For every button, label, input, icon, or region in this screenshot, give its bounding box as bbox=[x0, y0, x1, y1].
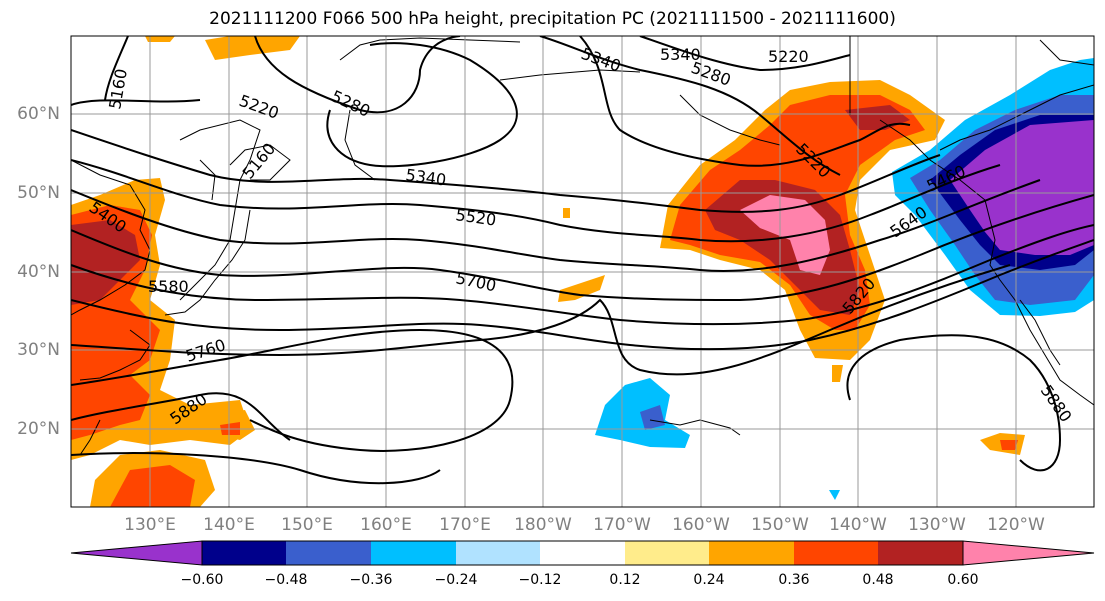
colorbar-arrow-right bbox=[962, 540, 1095, 566]
colorbar-tick-label: −0.12 bbox=[518, 572, 562, 588]
colorbar-tick-label: 0.24 bbox=[693, 572, 725, 588]
map-frame bbox=[70, 35, 1095, 508]
lon-label: 170°E bbox=[439, 515, 491, 535]
contour-label: 5580 bbox=[148, 277, 189, 296]
lon-label: 150°W bbox=[751, 515, 809, 535]
lon-label: 160°E bbox=[360, 515, 412, 535]
lon-label: 130°W bbox=[908, 515, 966, 535]
colorbar-tick-label: −0.36 bbox=[349, 572, 393, 588]
colorbar bbox=[70, 540, 1095, 566]
lon-label: 140°E bbox=[203, 515, 255, 535]
lon-label: 160°W bbox=[672, 515, 730, 535]
lon-label: 150°E bbox=[281, 515, 333, 535]
lon-label: 180°W bbox=[514, 515, 572, 535]
lon-label: 120°W bbox=[987, 515, 1045, 535]
colorbar-tick-label: 0.36 bbox=[778, 572, 810, 588]
colorbar-tick-label: 0.48 bbox=[862, 572, 894, 588]
colorbar-tick-label: −0.60 bbox=[180, 572, 224, 588]
contour-label: 5220 bbox=[768, 47, 809, 66]
lat-label: 40°N bbox=[17, 262, 60, 282]
lon-label: 130°E bbox=[124, 515, 176, 535]
lon-label: 170°W bbox=[593, 515, 651, 535]
colorbar-arrow-left bbox=[70, 540, 203, 566]
lat-label: 30°N bbox=[17, 340, 60, 360]
colorbar-tick-label: 0.60 bbox=[947, 572, 979, 588]
colorbar-tick-label: −0.24 bbox=[434, 572, 478, 588]
graticule bbox=[71, 36, 1094, 507]
lat-label: 20°N bbox=[17, 419, 60, 439]
contour-label: 5220 bbox=[700, 21, 741, 40]
contour-label: 5340 bbox=[660, 45, 701, 64]
colorbar-tick-label: −0.48 bbox=[264, 572, 308, 588]
height-contours bbox=[71, 36, 1094, 485]
colorbar-tick-label: 0.12 bbox=[609, 572, 641, 588]
map-plot-area: 5160 5220 5280 5340 5220 5160 5340 5400 … bbox=[71, 21, 1094, 507]
lat-label: 60°N bbox=[17, 104, 60, 124]
lon-label: 140°W bbox=[829, 515, 887, 535]
lat-label: 50°N bbox=[17, 183, 60, 203]
map-title: 2021111200 F066 500 hPa height, precipit… bbox=[209, 9, 896, 29]
